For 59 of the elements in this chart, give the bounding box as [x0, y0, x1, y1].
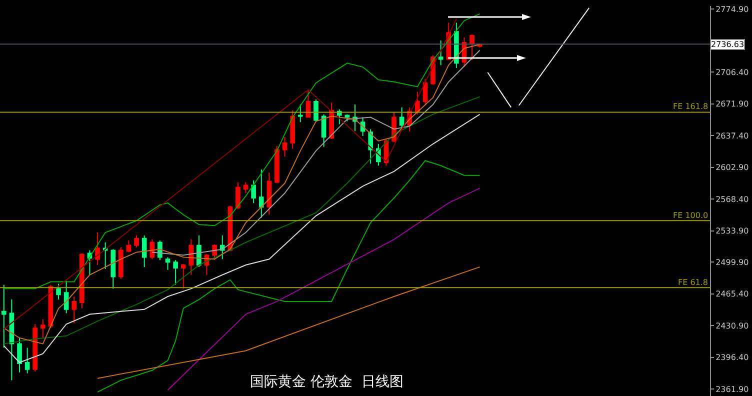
candlestick: [298, 104, 303, 123]
y-tick-label: 2499.90: [716, 258, 749, 267]
candlestick: [165, 256, 170, 270]
candlestick: [1, 284, 6, 348]
ref-line-label: 2736.63: [711, 40, 744, 49]
candlestick: [290, 110, 295, 150]
candlestick: [40, 318, 46, 338]
y-tick-label: 2671.90: [716, 100, 749, 109]
y-tick-label: 2430.90: [716, 321, 749, 330]
line-series: [3, 13, 480, 290]
candlestick: [438, 40, 444, 66]
y-tick-label: 2568.40: [716, 194, 749, 204]
candlestick: [251, 180, 256, 204]
y-tick-label: 2602.90: [716, 163, 749, 172]
candlestick: [24, 347, 30, 374]
ref-line-label: FE 161.8: [673, 102, 708, 111]
candlestick: [399, 106, 404, 130]
line-series: [3, 44, 480, 344]
ref-line-label: FE 61.8: [678, 278, 708, 287]
candlestick: [9, 299, 14, 381]
candlestick: [126, 240, 132, 253]
y-tick-label: 2465.40: [716, 290, 749, 299]
text: 国际黄金 伦敦金 日线图: [250, 374, 404, 390]
candlestick: [321, 114, 326, 148]
y-tick-label: 2533.90: [716, 226, 749, 236]
candlestick: [173, 260, 178, 286]
line-series: [97, 160, 480, 393]
candlestick: [102, 242, 108, 270]
candlestick: [470, 34, 474, 61]
candlestick: [282, 136, 288, 158]
candlestick: [64, 280, 69, 314]
candlestick: [180, 264, 186, 290]
candlestick: [118, 246, 124, 280]
candlestick: [17, 337, 22, 373]
y-tick-label: 2706.40: [716, 68, 749, 77]
y-tick-label: 2396.40: [716, 353, 749, 362]
candlestick: [243, 182, 248, 194]
candlestick: [236, 182, 240, 210]
y-tick-label: 2637.40: [716, 131, 749, 140]
candlestick: [134, 234, 139, 248]
candlestick: [258, 168, 264, 218]
y-tick-label: 2774.90: [716, 4, 749, 14]
candlestick: [188, 238, 194, 276]
candlestick: [32, 324, 38, 372]
candlestick: [72, 296, 77, 324]
candlestick: [415, 91, 420, 115]
candlestick: [266, 172, 272, 216]
candlestick: [306, 90, 311, 118]
candlestick: [314, 99, 318, 122]
line-series: [152, 50, 480, 256]
ref-line-label: FE 100.0: [673, 211, 708, 220]
candlestick: [274, 145, 280, 184]
line-series: [3, 18, 457, 330]
candlestick: [56, 283, 61, 300]
line-series: [167, 188, 480, 391]
candlestick: [110, 248, 116, 290]
candlestick: [95, 232, 100, 266]
candlestick: [142, 234, 147, 268]
y-tick-label: 2361.90: [716, 384, 749, 394]
